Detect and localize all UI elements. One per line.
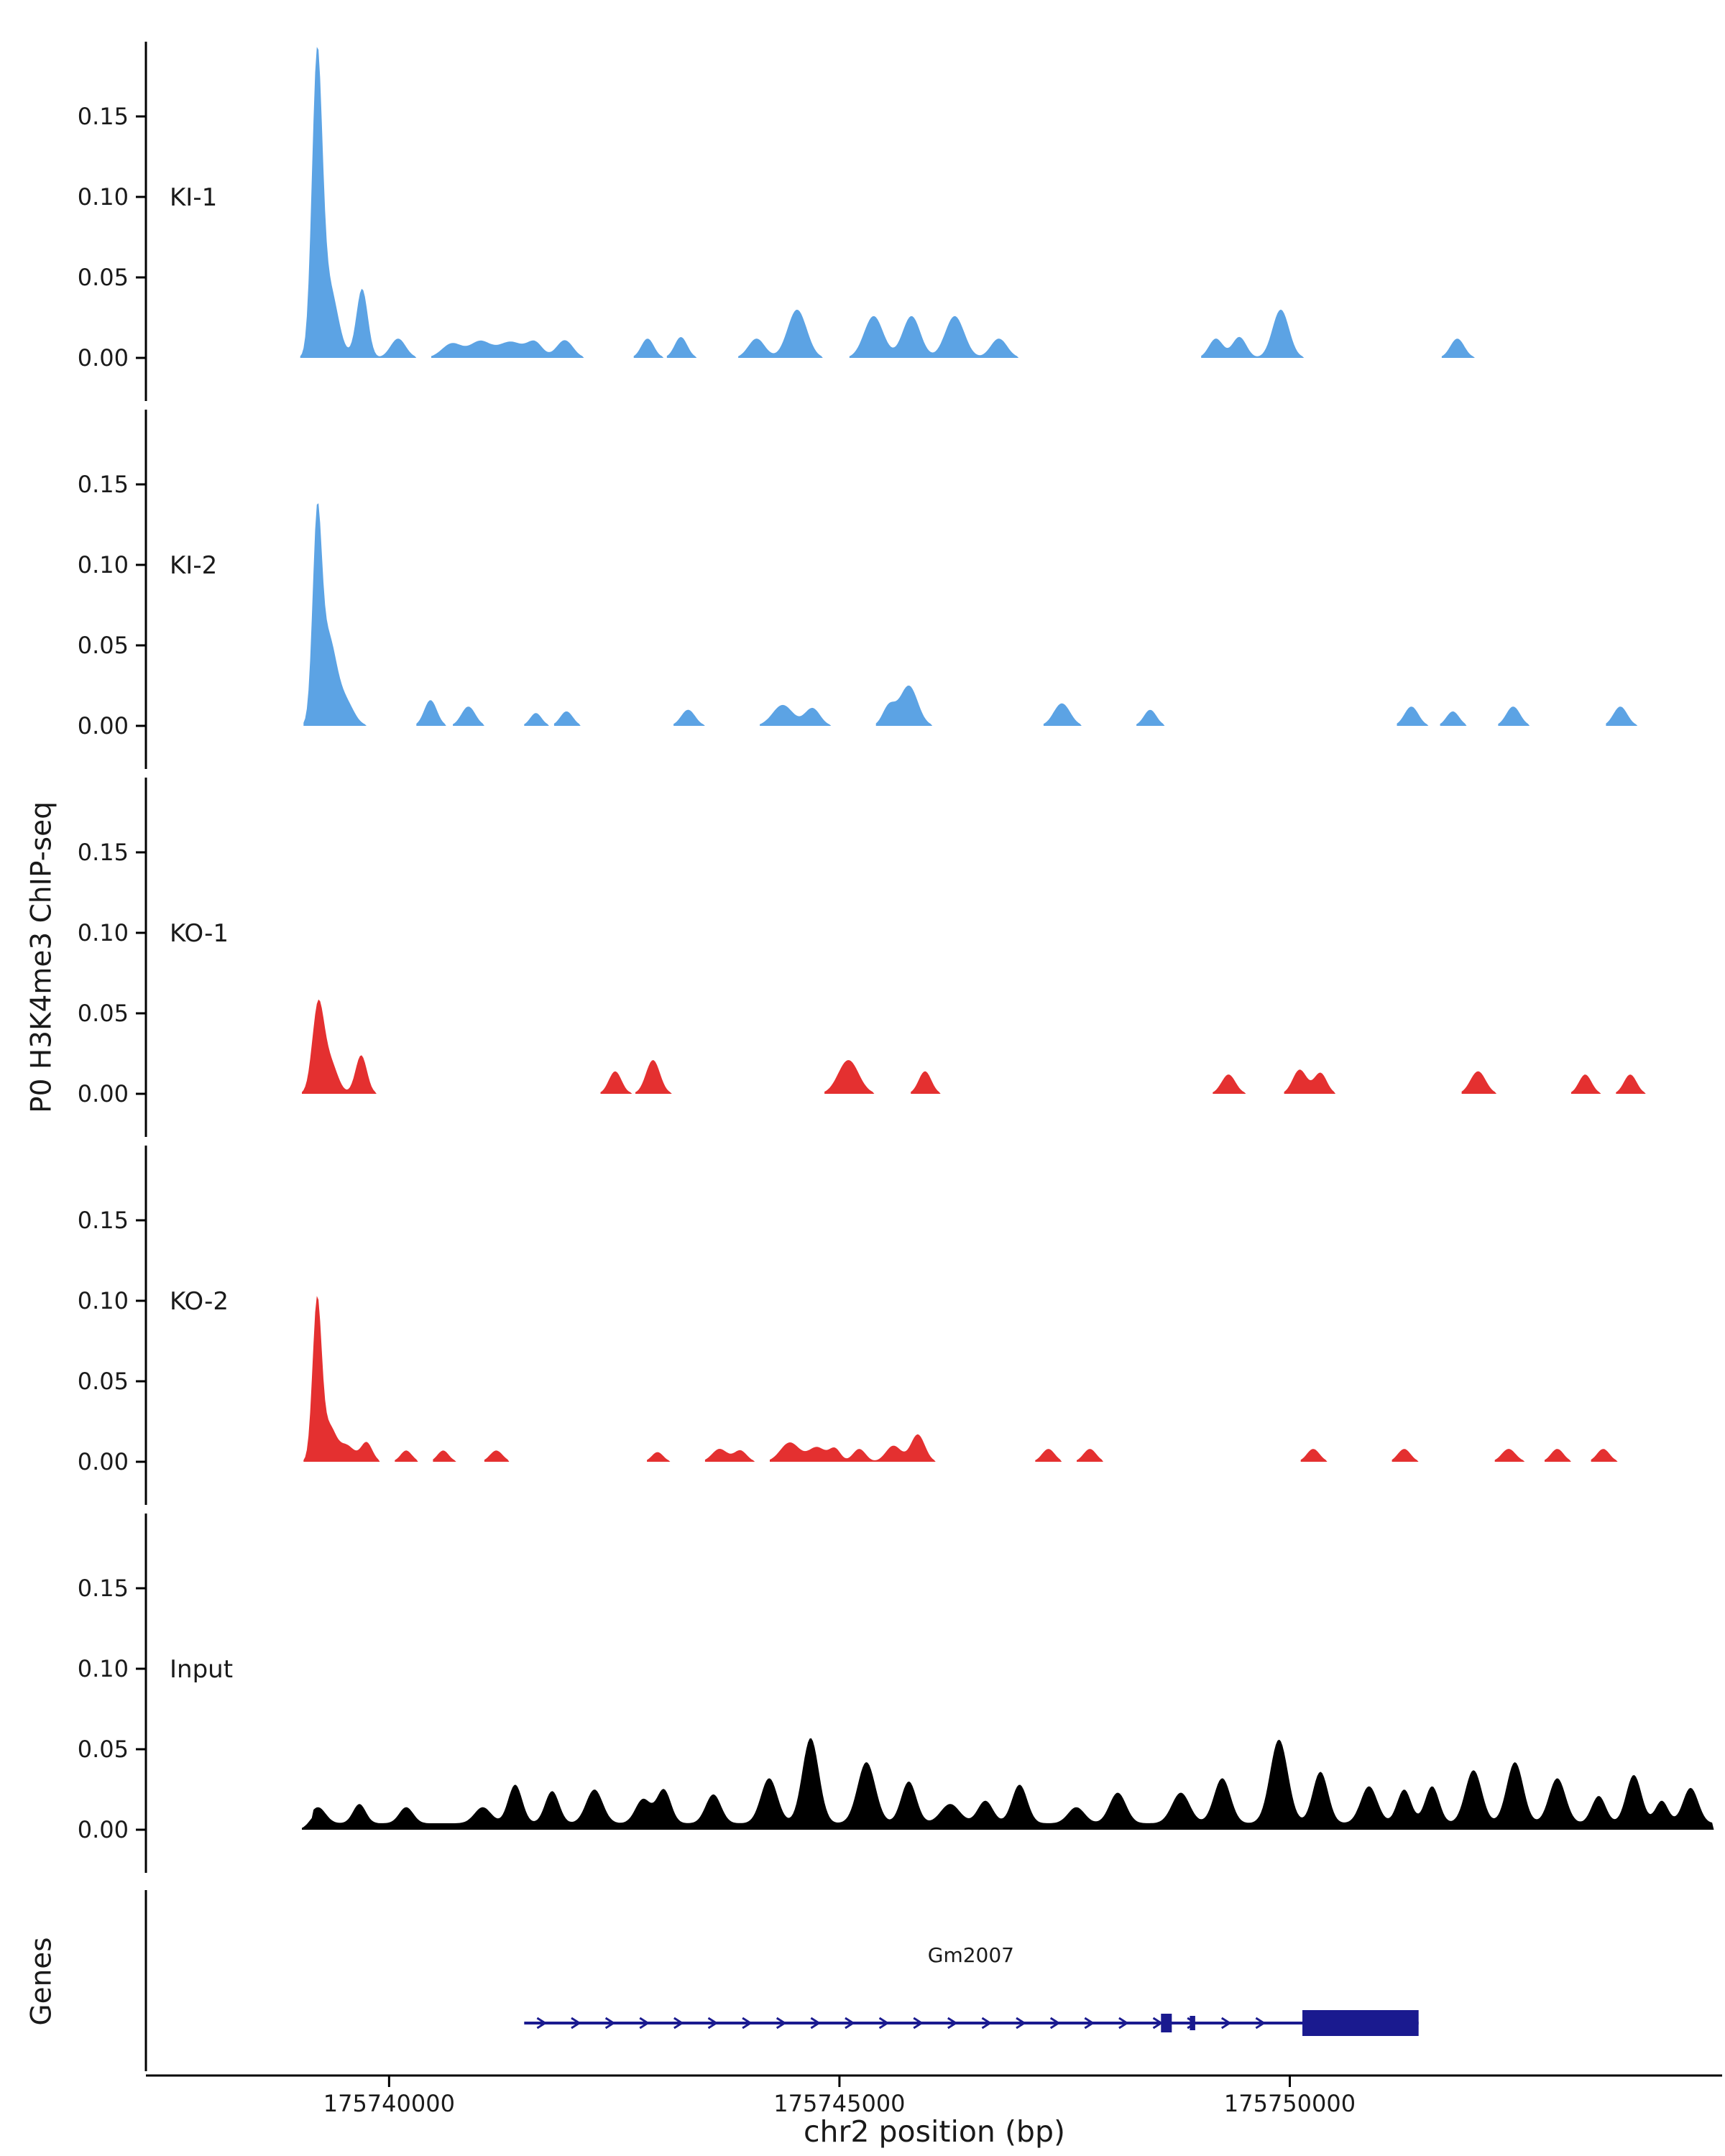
track-label-ko-2: KO-2 bbox=[170, 1287, 229, 1316]
signal-area-ko-2 bbox=[303, 1296, 1618, 1462]
track-panel-input: 0.00 0.05 0.10 0.15 Input bbox=[78, 1514, 1714, 1873]
y-tick-label: 0.10 bbox=[78, 919, 129, 946]
track-label-ki-1: KI-1 bbox=[170, 183, 217, 212]
strand-arrow-icon bbox=[810, 2017, 820, 2030]
y-tick-label: 0.00 bbox=[78, 1448, 129, 1475]
strand-arrow-icon bbox=[947, 2017, 957, 2030]
track-panel-ko-1: 0.00 0.05 0.10 0.15 KO-1 bbox=[78, 778, 1646, 1137]
y-tick-label: 0.15 bbox=[78, 1207, 129, 1234]
y-tick-label: 0.10 bbox=[78, 183, 129, 211]
x-tick-label: 175740000 bbox=[323, 2090, 455, 2117]
strand-arrow-icon bbox=[1220, 2017, 1231, 2030]
y-tick-label: 0.10 bbox=[78, 1655, 129, 1682]
strand-arrow-icon bbox=[742, 2017, 752, 2030]
y-tick-label: 0.15 bbox=[78, 471, 129, 498]
signal-area-ki-2 bbox=[303, 503, 1638, 726]
strand-arrow-icon bbox=[673, 2017, 684, 2030]
signal-area-input bbox=[302, 1738, 1714, 1830]
strand-arrow-icon bbox=[1084, 2017, 1094, 2030]
track-panel-ki-1: 0.00 0.05 0.10 0.15 KI-1 bbox=[78, 42, 1476, 401]
strand-arrow-icon bbox=[571, 2017, 581, 2030]
y-tick-label: 0.15 bbox=[78, 1575, 129, 1602]
y-tick-label: 0.15 bbox=[78, 103, 129, 130]
strand-arrow-icon bbox=[604, 2017, 615, 2030]
gene-label: Gm2007 bbox=[928, 1943, 1014, 1967]
strand-arrow-icon bbox=[845, 2017, 855, 2030]
track-label-ki-2: KI-2 bbox=[170, 551, 217, 580]
strand-arrow-icon bbox=[536, 2017, 546, 2030]
strand-arrow-icon bbox=[1016, 2017, 1026, 2030]
strand-arrow-icon bbox=[913, 2017, 923, 2030]
x-tick-label: 175750000 bbox=[1224, 2090, 1356, 2117]
gene-exon bbox=[1190, 2016, 1195, 2030]
y-tick-label: 0.05 bbox=[78, 1000, 129, 1027]
y-tick-label: 0.10 bbox=[78, 551, 129, 579]
y-tick-label: 0.15 bbox=[78, 839, 129, 866]
signal-area-ko-1 bbox=[302, 999, 1646, 1094]
y-tick-label: 0.00 bbox=[78, 1080, 129, 1107]
genes-panel: Gm2007 bbox=[144, 1890, 1419, 2071]
strand-arrow-icon bbox=[639, 2017, 649, 2030]
signal-area-ki-1 bbox=[300, 47, 1476, 359]
y-tick-label: 0.05 bbox=[78, 264, 129, 291]
y-tick-label: 0.00 bbox=[78, 712, 129, 740]
y-tick-label: 0.10 bbox=[78, 1287, 129, 1314]
track-panel-ko-2: 0.00 0.05 0.10 0.15 KO-2 bbox=[78, 1146, 1618, 1505]
strand-arrow-icon bbox=[1255, 2017, 1265, 2030]
strand-arrow-icon bbox=[981, 2017, 991, 2030]
y-tick-label: 0.05 bbox=[78, 1736, 129, 1763]
gene-exon bbox=[1161, 2014, 1172, 2032]
track-label-ko-1: KO-1 bbox=[170, 919, 229, 948]
y-tick-label: 0.00 bbox=[78, 1816, 129, 1843]
strand-arrow-icon bbox=[1118, 2017, 1128, 2030]
strand-arrow-icon bbox=[776, 2017, 786, 2030]
strand-arrow-icon bbox=[878, 2017, 889, 2030]
x-tick-label: 175745000 bbox=[773, 2090, 905, 2117]
y-tick-label: 0.00 bbox=[78, 344, 129, 372]
y-tick-label: 0.05 bbox=[78, 1368, 129, 1395]
gene-exon bbox=[1302, 2010, 1419, 2036]
y-tick-label: 0.05 bbox=[78, 632, 129, 659]
strand-arrow-icon bbox=[707, 2017, 717, 2030]
strand-arrow-icon bbox=[1049, 2017, 1060, 2030]
x-axis: 175740000 175745000 175750000 bbox=[146, 2074, 1722, 2117]
track-panel-ki-2: 0.00 0.05 0.10 0.15 KI-2 bbox=[78, 410, 1638, 769]
track-label-input: Input bbox=[170, 1655, 233, 1684]
x-axis-title: chr2 position (bp) bbox=[804, 2114, 1065, 2149]
